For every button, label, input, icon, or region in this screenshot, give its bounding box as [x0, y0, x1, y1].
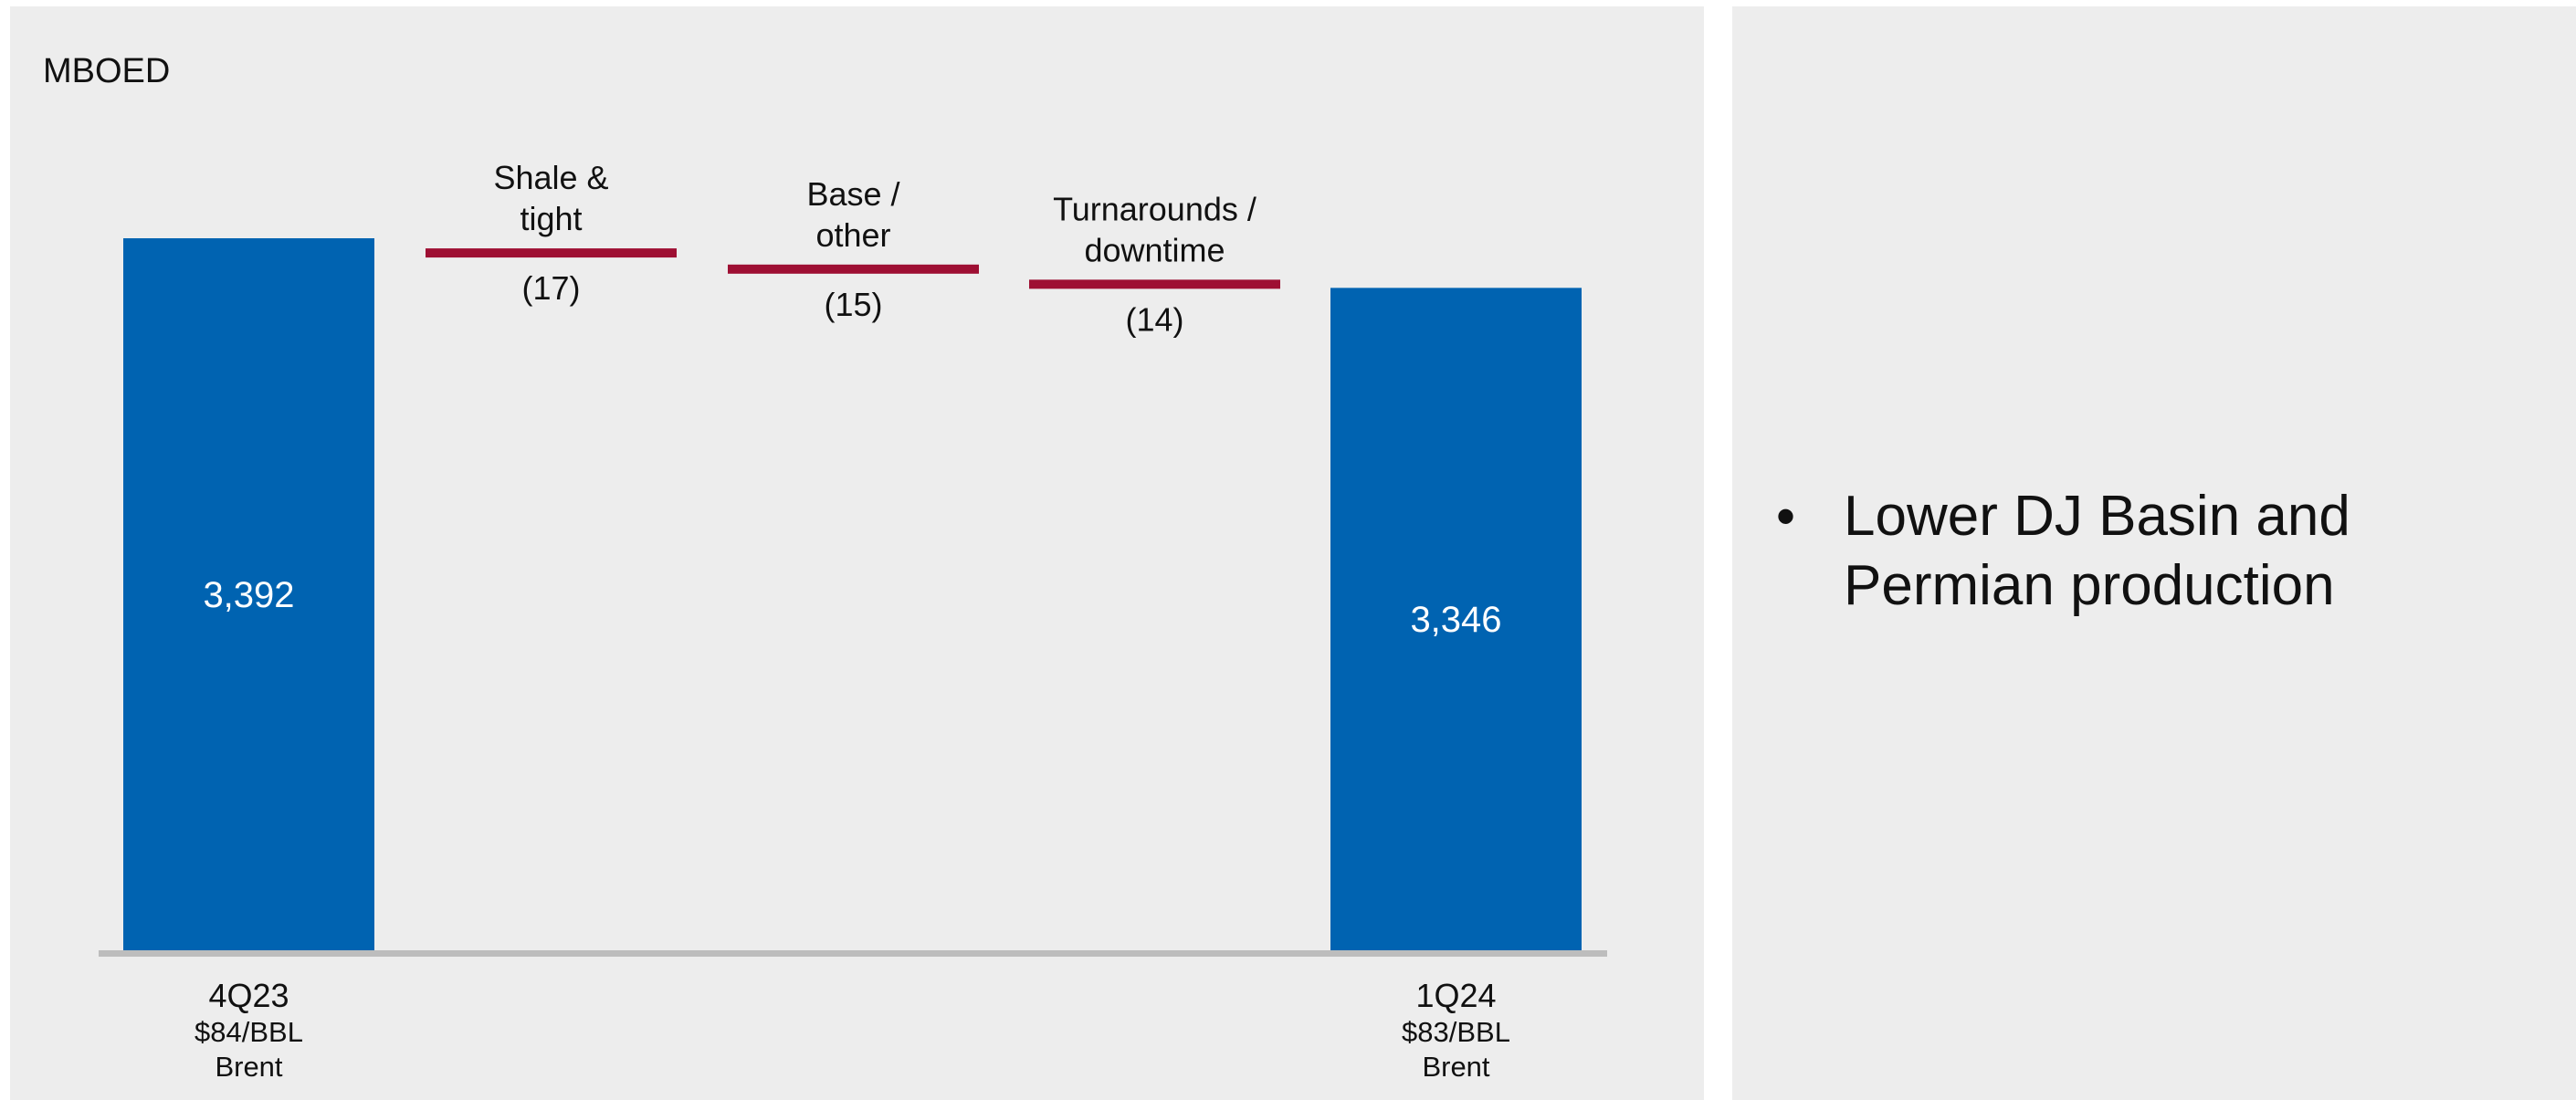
bar-1 [426, 248, 677, 258]
unit-label: MBOED [43, 52, 171, 90]
category-label-0-2: Brent [215, 1051, 282, 1083]
bar-value-label-2: (15) [824, 286, 882, 323]
bullet-text: Lower DJ Basin and Permian production [1844, 485, 2350, 617]
bullet-icon: • [1776, 486, 1796, 547]
series-name-3-0: Turnarounds / [1053, 190, 1256, 227]
series-name-2-1: other [815, 216, 890, 254]
bar-3 [1029, 279, 1280, 289]
commentary-bullet: • Lower DJ Basin and Permian production [1776, 482, 2501, 621]
series-name-3-1: downtime [1084, 231, 1225, 268]
bar-4 [1330, 288, 1582, 950]
commentary-panel [1732, 6, 2576, 1100]
bar-value-label-3: (14) [1125, 300, 1183, 338]
category-label-0-1: $84/BBL [195, 1016, 303, 1048]
category-label-4-1: $83/BBL [1402, 1016, 1510, 1048]
series-name-2-0: Base / [806, 175, 899, 213]
bar-value-label-1: (17) [521, 269, 580, 307]
x-axis-baseline [99, 950, 1607, 957]
bar-value-label-4: 3,346 [1410, 600, 1501, 640]
category-label-0-0: 4Q23 [208, 977, 289, 1014]
category-label-4-2: Brent [1422, 1051, 1489, 1083]
series-name-1-1: tight [520, 200, 582, 237]
bar-value-label-0: 3,392 [203, 575, 294, 615]
category-label-4-0: 1Q24 [1415, 977, 1496, 1014]
bar-0 [123, 238, 374, 950]
bar-2 [728, 264, 979, 274]
series-name-1-0: Shale & [493, 159, 608, 196]
